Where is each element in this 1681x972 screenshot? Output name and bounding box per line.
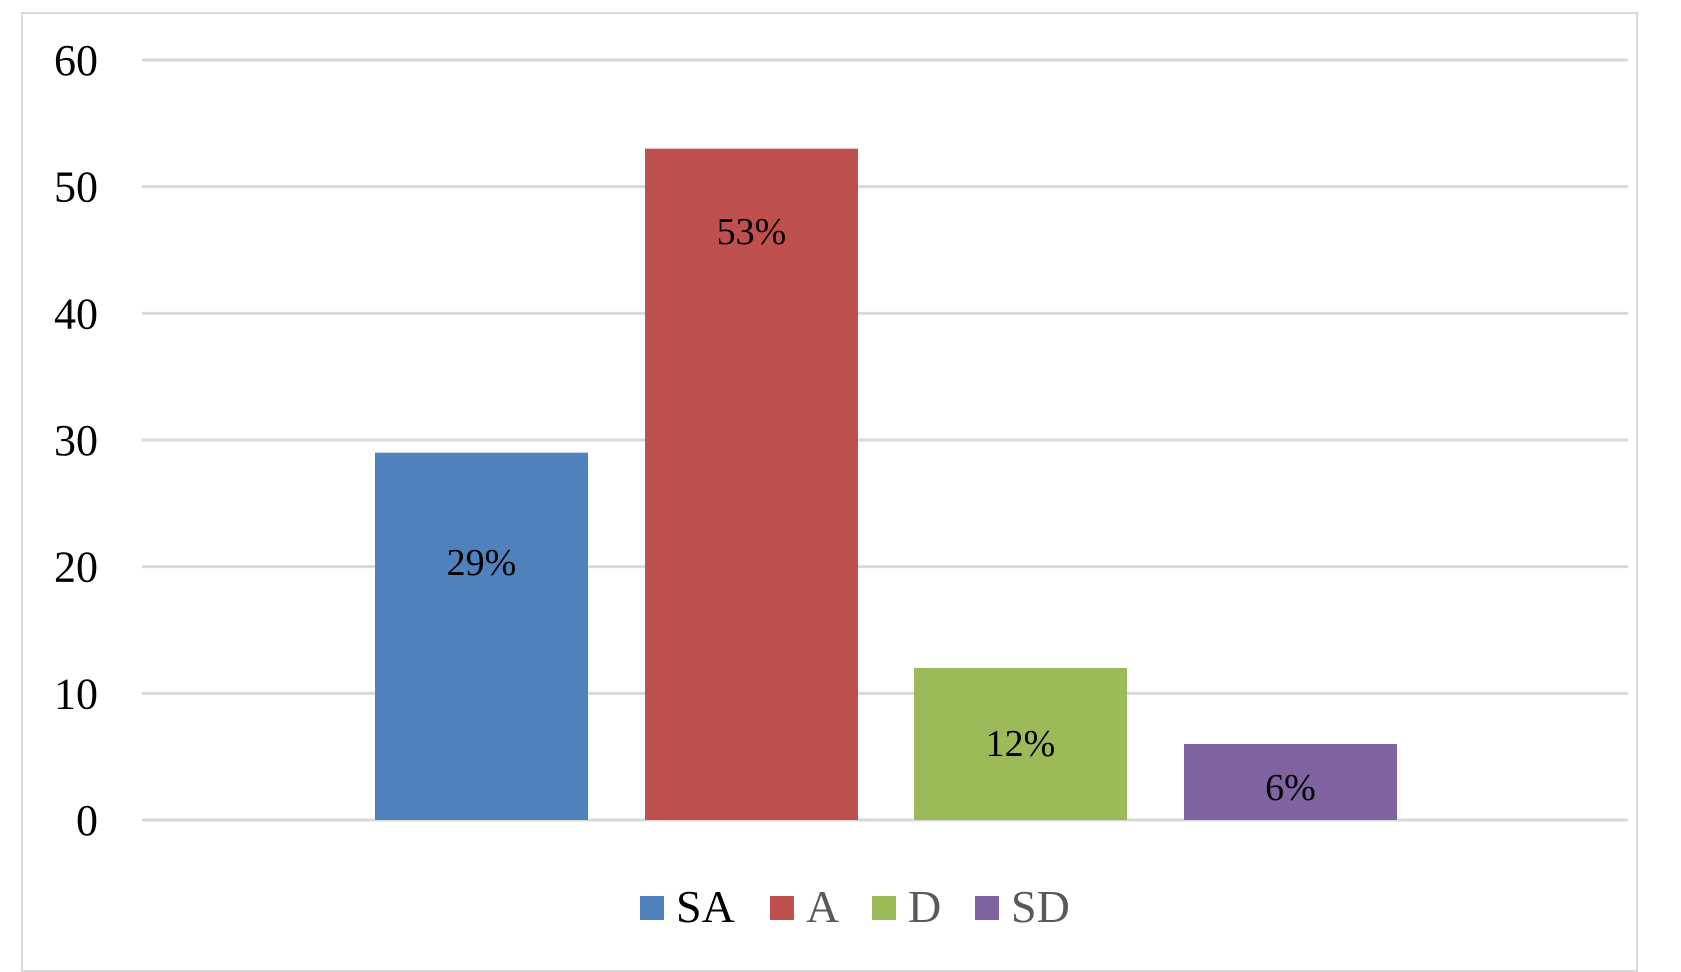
y-tick-label-20: 20	[54, 543, 98, 592]
data-label-d: 12%	[986, 723, 1056, 765]
y-axis-ticks: 0 10 20 30 40 50 60	[54, 36, 98, 845]
legend-label-a: A	[806, 881, 839, 932]
legend-label-sd: SD	[1011, 881, 1070, 932]
legend-label-d: D	[908, 881, 941, 932]
bar-sa	[375, 452, 588, 820]
y-tick-label-0: 0	[76, 796, 98, 845]
y-tick-label-30: 30	[54, 416, 98, 465]
bar-a	[645, 148, 858, 820]
y-tick-label-60: 60	[54, 36, 98, 85]
data-label-sa: 29%	[447, 542, 517, 584]
y-tick-label-50: 50	[54, 163, 98, 212]
bar-d	[914, 668, 1127, 820]
legend-swatch-d	[872, 896, 896, 920]
data-label-a: 53%	[717, 211, 787, 253]
gridlines	[142, 58, 1628, 822]
y-tick-label-10: 10	[54, 669, 98, 718]
data-label-sd: 6%	[1265, 767, 1316, 809]
legend-label-sa: SA	[676, 881, 735, 932]
legend: SA A D SD	[640, 881, 1070, 932]
bar-sd	[1184, 744, 1397, 820]
legend-swatch-sa	[640, 896, 664, 920]
legend-swatch-sd	[975, 896, 999, 920]
bars	[375, 148, 1397, 820]
data-labels: 29% 53% 12% 6%	[447, 211, 1316, 809]
y-tick-label-40: 40	[54, 289, 98, 338]
legend-swatch-a	[770, 896, 794, 920]
